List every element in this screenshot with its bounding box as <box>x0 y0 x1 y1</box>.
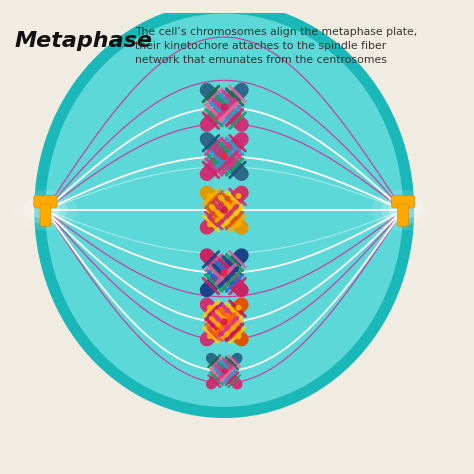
Circle shape <box>221 207 227 213</box>
FancyBboxPatch shape <box>398 204 409 226</box>
Circle shape <box>208 305 212 310</box>
Circle shape <box>236 305 241 310</box>
Ellipse shape <box>388 201 418 219</box>
Circle shape <box>236 222 241 227</box>
Ellipse shape <box>46 13 403 407</box>
Ellipse shape <box>381 196 425 224</box>
Ellipse shape <box>34 2 414 418</box>
Circle shape <box>236 194 241 198</box>
Text: The cell’s chromosomes align the metaphase plate,
their kinetochore attaches to : The cell’s chromosomes align the metapha… <box>135 27 417 65</box>
Circle shape <box>221 270 227 276</box>
Circle shape <box>208 222 212 227</box>
FancyBboxPatch shape <box>34 195 57 208</box>
Circle shape <box>221 104 227 110</box>
Circle shape <box>236 334 241 338</box>
Circle shape <box>221 154 227 159</box>
Ellipse shape <box>31 201 60 219</box>
FancyBboxPatch shape <box>392 195 415 208</box>
Ellipse shape <box>13 190 77 230</box>
Ellipse shape <box>371 190 435 230</box>
Text: Metaphase: Metaphase <box>14 31 152 51</box>
Circle shape <box>208 194 212 198</box>
FancyBboxPatch shape <box>40 204 51 226</box>
Ellipse shape <box>23 196 67 224</box>
Circle shape <box>221 319 227 325</box>
Circle shape <box>222 369 227 374</box>
Circle shape <box>208 334 212 338</box>
